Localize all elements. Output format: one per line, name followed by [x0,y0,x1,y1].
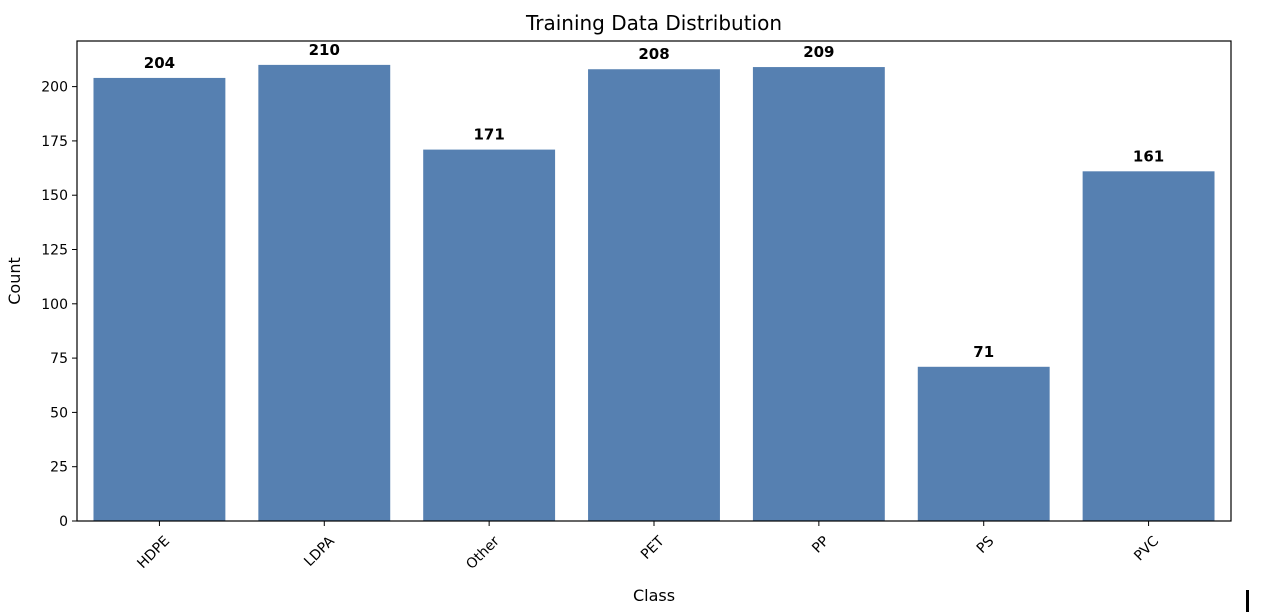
y-axis: 0 25 50 75 100 125 150 175 200 [41,80,77,530]
bars-group [93,64,1215,521]
x-tick-label: PP [809,533,832,556]
x-axis: HDPE LDPA Other PET PP PS PVC [134,521,1162,573]
bar-value-label: 161 [1133,147,1164,165]
bar-value-label: 204 [144,54,175,72]
x-tick-label: HDPE [134,533,173,572]
bar-value-label: 71 [973,343,994,361]
bar-other [423,149,556,521]
x-tick-label: PVC [1131,533,1162,564]
x-tick-label: PS [974,533,998,557]
bar-value-label: 210 [309,41,340,59]
bar-pp [752,67,885,521]
y-tick-label: 200 [41,80,68,96]
bar-value-labels: 204 210 171 208 209 71 161 [144,41,1164,361]
x-tick-label: PET [638,533,668,563]
bar-ldpa [258,64,391,521]
y-tick-label: 100 [41,297,68,313]
y-axis-label: Count [5,257,24,305]
y-tick-label: 175 [41,134,68,150]
text-cursor-mark [1246,590,1249,612]
y-tick-label: 0 [59,514,68,530]
y-tick-label: 75 [50,351,68,367]
y-tick-label: 125 [41,243,68,259]
y-tick-label: 50 [50,405,68,421]
bar-pvc [1082,171,1215,521]
x-tick-label: Other [463,533,503,573]
bar-value-label: 208 [638,45,669,63]
x-axis-label: Class [633,586,675,605]
chart-title: Training Data Distribution [525,11,782,35]
bar-value-label: 171 [473,126,504,144]
bar-hdpe [93,77,226,521]
y-tick-label: 25 [50,460,68,476]
x-tick-label: LDPA [301,533,338,570]
bar-pet [588,69,720,521]
bar-ps [917,366,1050,521]
y-tick-label: 150 [41,188,68,204]
bar-value-label: 209 [803,43,834,61]
